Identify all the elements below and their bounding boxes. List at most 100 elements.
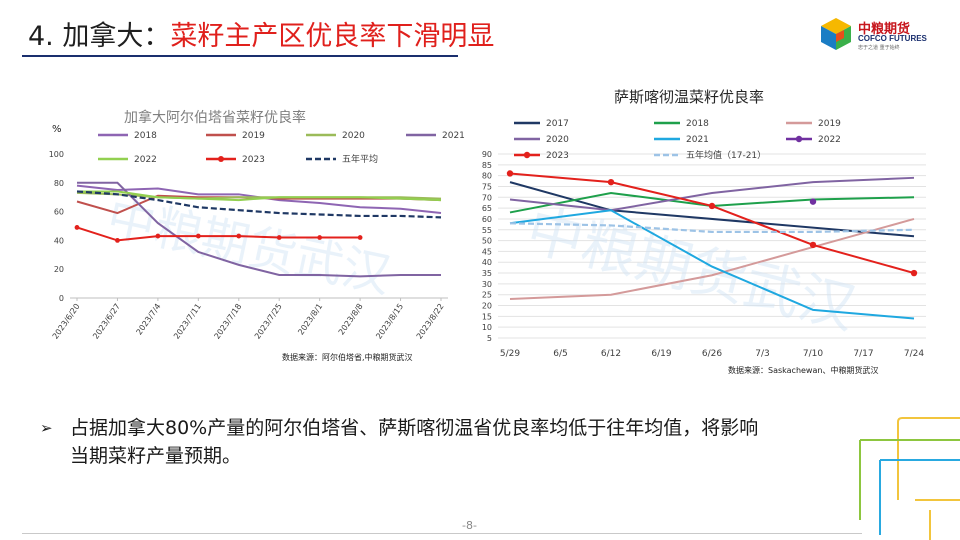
y-tick-label: 60 bbox=[482, 215, 492, 224]
y-tick-label: 75 bbox=[482, 182, 492, 191]
x-tick-label: 2023/8/22 bbox=[415, 302, 446, 341]
legend-label: 2020 bbox=[546, 135, 569, 145]
legend-label: 五年平均 bbox=[342, 153, 378, 165]
footer-rule bbox=[22, 533, 862, 534]
x-tick-label: 6/26 bbox=[702, 349, 722, 359]
data-point bbox=[236, 233, 242, 239]
series-line-2023 bbox=[76, 226, 361, 242]
logo-slogan: 忠于之道 重于始终 bbox=[858, 45, 900, 51]
bullet-text: 占据加拿大80%产量的阿尔伯塔省、萨斯喀彻温省优良率均低于往年均值，将影响当期菜… bbox=[70, 417, 759, 467]
y-axis-unit: % bbox=[52, 124, 62, 135]
x-tick-label: 2023/7/25 bbox=[253, 302, 284, 341]
corner-decoration bbox=[859, 417, 960, 540]
legend-label: 2019 bbox=[818, 119, 841, 129]
y-tick-label: 80 bbox=[482, 172, 492, 181]
legend-label: 2021 bbox=[442, 131, 465, 141]
y-tick-label: 70 bbox=[482, 193, 492, 202]
legend-label: 2018 bbox=[134, 131, 157, 141]
x-tick-label: 7/24 bbox=[904, 349, 924, 359]
legend-marker bbox=[218, 156, 224, 162]
series-line-2021 bbox=[77, 181, 441, 278]
title-highlight: 菜籽主产区优良率下滑明显 bbox=[170, 21, 495, 52]
title-number: 4. 加拿大： bbox=[28, 21, 171, 52]
x-tick-label: 7/10 bbox=[803, 349, 823, 359]
legend-label: 2023 bbox=[546, 151, 569, 161]
cofco-logo: 中粮期货 COFCO FUTURES 忠于之道 重于始终 bbox=[818, 16, 938, 56]
y-tick-label: 40 bbox=[482, 258, 492, 267]
left-chart-source: 数据来源：阿尔伯塔省,中粮期货武汉 bbox=[282, 353, 413, 362]
x-tick-label: 2023/6/27 bbox=[91, 302, 122, 341]
data-point bbox=[357, 235, 363, 240]
legend-label: 2019 bbox=[242, 131, 265, 141]
x-tick-label: 2023/7/11 bbox=[172, 302, 203, 341]
bullet-arrow-icon: ➢ bbox=[40, 419, 53, 437]
page-number: -8- bbox=[462, 519, 477, 532]
alberta-chart: 中粮期货武汉加拿大阿尔伯塔省菜籽优良率%0204060801002023/6/2… bbox=[49, 109, 465, 341]
y-tick-label: 10 bbox=[482, 323, 492, 332]
chart-title: 加拿大阿尔伯塔省菜籽优良率 bbox=[124, 109, 306, 126]
title-underline bbox=[22, 55, 458, 57]
legend-label: 2017 bbox=[546, 119, 569, 129]
data-point bbox=[155, 233, 161, 239]
data-point bbox=[607, 178, 615, 186]
bullet-point: ➢ 占据加拿大80%产量的阿尔伯塔省、萨斯喀彻温省优良率均低于往年均值，将影响当… bbox=[40, 414, 760, 470]
series-line-2022 bbox=[77, 190, 442, 202]
logo-name: 中粮期货 bbox=[858, 22, 911, 37]
x-tick-label: 6/12 bbox=[601, 349, 621, 359]
legend-label: 五年均值（17-21） bbox=[686, 149, 766, 161]
legend-label: 2018 bbox=[686, 119, 709, 129]
legend-label: 2020 bbox=[342, 131, 365, 141]
x-tick-label: 6/5 bbox=[553, 349, 567, 359]
y-tick-label: 45 bbox=[482, 247, 492, 256]
y-tick-label: 90 bbox=[482, 150, 492, 159]
data-point bbox=[910, 269, 918, 277]
y-tick-label: 25 bbox=[482, 291, 492, 300]
x-tick-label: 2023/6/20 bbox=[51, 302, 82, 341]
x-tick-label: 6/19 bbox=[651, 349, 671, 359]
page-title: 4. 加拿大：菜籽主产区优良率下滑明显 bbox=[28, 14, 494, 53]
y-tick-label: 85 bbox=[482, 161, 492, 170]
data-point bbox=[506, 170, 514, 177]
x-tick-label: 2023/7/4 bbox=[135, 302, 163, 337]
data-point bbox=[317, 235, 323, 240]
data-point bbox=[809, 241, 817, 249]
y-tick-label: 30 bbox=[482, 280, 492, 289]
data-point bbox=[809, 198, 817, 205]
data-point bbox=[276, 235, 282, 240]
series-line-2020 bbox=[509, 176, 915, 212]
chart-title: 萨斯喀彻温菜籽优良率 bbox=[614, 88, 764, 106]
series-line-2019 bbox=[509, 217, 915, 301]
data-point bbox=[195, 233, 201, 239]
data-point bbox=[708, 202, 716, 210]
x-tick-label: 7/3 bbox=[755, 349, 769, 359]
series-line-五年平均 bbox=[76, 190, 442, 219]
x-tick-label: 2023/7/18 bbox=[213, 302, 244, 341]
y-tick-label: 50 bbox=[482, 237, 492, 246]
y-tick-label: 0 bbox=[59, 294, 64, 303]
y-tick-label: 15 bbox=[482, 312, 492, 321]
logo-english: COFCO FUTURES bbox=[858, 34, 927, 43]
x-tick-label: 2023/8/15 bbox=[374, 302, 405, 341]
y-tick-label: 65 bbox=[482, 204, 492, 213]
y-tick-label: 40 bbox=[54, 236, 64, 245]
legend-label: 2022 bbox=[818, 135, 841, 145]
legend-marker bbox=[795, 135, 803, 143]
y-tick-label: 55 bbox=[482, 226, 492, 235]
series-line-2021 bbox=[509, 209, 915, 320]
y-tick-label: 20 bbox=[54, 265, 64, 274]
legend-marker bbox=[523, 151, 531, 159]
legend-label: 2021 bbox=[686, 135, 709, 145]
y-tick-label: 20 bbox=[482, 302, 492, 311]
right-chart-source: 数据来源：Saskachewan、中粮期货武汉 bbox=[728, 366, 879, 375]
y-tick-label: 100 bbox=[49, 150, 64, 159]
x-tick-label: 2023/8/1 bbox=[296, 302, 324, 337]
legend-label: 2023 bbox=[242, 155, 265, 165]
x-tick-label: 2023/8/8 bbox=[337, 302, 365, 337]
y-tick-label: 5 bbox=[487, 334, 492, 343]
y-tick-label: 35 bbox=[482, 269, 492, 278]
data-point bbox=[74, 225, 80, 230]
cofco-cube-icon bbox=[821, 18, 851, 50]
series-line-五年均值（17-21） bbox=[509, 222, 915, 234]
y-tick-label: 60 bbox=[54, 208, 64, 217]
saskatchewan-chart: 51015202530354045505560657075808590中粮期货武… bbox=[482, 88, 926, 359]
